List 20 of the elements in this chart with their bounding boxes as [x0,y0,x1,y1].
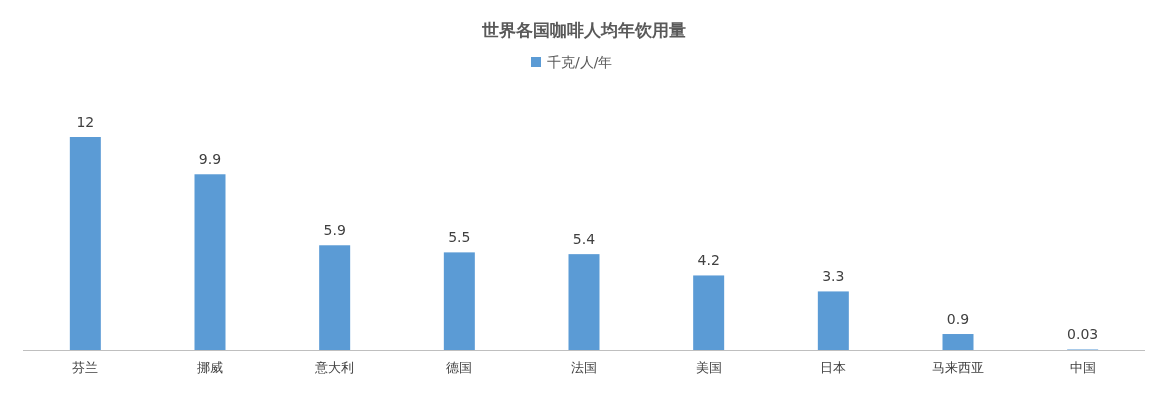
x-tick-label: 芬兰 [72,360,99,375]
x-tick-label: 意大利 [314,360,355,375]
data-label: 0.03 [1067,326,1099,343]
chart-title: 世界各国咖啡人均年饮用量 [481,20,686,40]
data-label: 0.9 [946,311,970,328]
x-tick-label: 法国 [571,360,597,375]
data-label: 3.3 [822,268,845,285]
data-label: 5.4 [572,231,596,248]
data-label: 5.5 [448,229,471,246]
x-tick-label: 挪威 [197,360,223,375]
legend-label: 千克/人/年 [547,54,613,70]
x-tick-label: 美国 [695,360,722,375]
data-label: 9.9 [198,151,222,168]
x-tick-label: 日本 [820,360,847,375]
data-label: 4.2 [697,252,720,269]
x-tick-label: 马来西亚 [932,360,984,375]
x-tick-label: 德国 [446,360,473,375]
x-tick-label: 中国 [1069,360,1096,375]
data-label: 5.9 [323,222,346,239]
data-label: 12 [76,114,95,130]
